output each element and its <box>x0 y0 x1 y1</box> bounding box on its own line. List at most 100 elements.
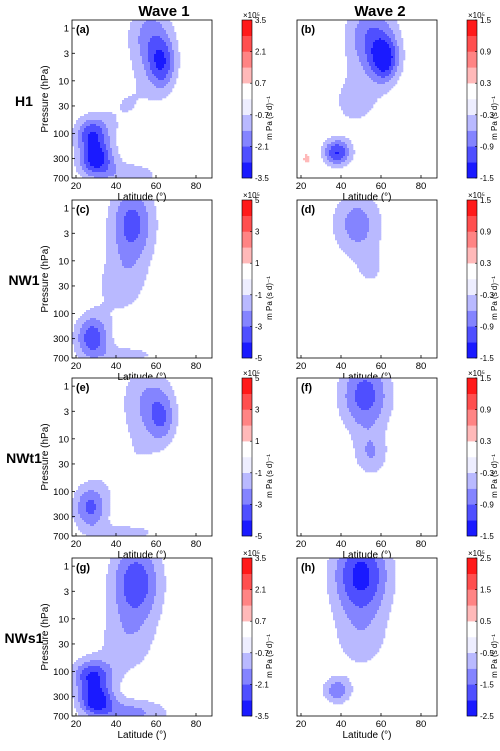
contour-cell <box>80 116 82 118</box>
contour-cell <box>134 30 136 32</box>
contour-cell <box>132 24 134 26</box>
contour-cell <box>381 94 383 96</box>
contour-cell <box>98 172 100 174</box>
contour-cell <box>146 208 148 210</box>
contour-cell <box>92 310 94 312</box>
contour-cell <box>74 336 76 338</box>
contour-cell <box>112 118 114 120</box>
contour-cell <box>359 112 361 114</box>
contour-cell <box>110 148 112 150</box>
contour-cell <box>132 234 134 236</box>
contour-cell <box>397 44 399 46</box>
contour-cell <box>154 32 156 34</box>
contour-cell <box>353 86 355 88</box>
contour-cell <box>347 40 349 42</box>
contour-cell <box>80 138 82 140</box>
contour-cell <box>168 40 170 42</box>
contour-cell <box>80 140 82 142</box>
contour-cell <box>132 300 134 302</box>
contour-cell <box>381 76 383 78</box>
contour-cell <box>136 168 138 170</box>
contour-cell <box>142 234 144 236</box>
contour-cell <box>104 168 106 170</box>
contour-cell <box>96 340 98 342</box>
contour-cell <box>76 338 78 340</box>
contour-cell <box>108 236 110 238</box>
contour-cell <box>130 246 132 248</box>
contour-cell <box>126 104 128 106</box>
contour-cell <box>150 242 152 244</box>
x-tick-label: 20 <box>71 361 82 372</box>
contour-cell <box>160 84 162 86</box>
contour-cell <box>381 80 383 82</box>
contour-cell <box>377 62 379 64</box>
contour-cell <box>134 60 136 62</box>
contour-cell <box>134 216 136 218</box>
contour-cell <box>122 164 124 166</box>
contour-cell <box>132 288 134 290</box>
contour-cell <box>150 72 152 74</box>
contour-cell <box>108 124 110 126</box>
contour-cell <box>160 64 162 66</box>
contour-cell <box>132 106 134 108</box>
contour-cell <box>118 252 120 254</box>
contour-cell <box>134 226 136 228</box>
contour-cell <box>86 312 88 314</box>
contour-cell <box>160 40 162 42</box>
contour-cell <box>158 84 160 86</box>
contour-cell <box>134 64 136 66</box>
contour-cell <box>365 26 367 28</box>
contour-cell <box>381 24 383 26</box>
contour-cell <box>134 280 136 282</box>
contour-cell <box>353 110 355 112</box>
contour-cell <box>375 98 377 100</box>
contour-cell <box>152 68 154 70</box>
contour-cell <box>148 258 150 260</box>
contour-cell <box>142 256 144 258</box>
contour-cell <box>94 330 96 332</box>
contour-cell <box>82 156 84 158</box>
contour-cell <box>96 350 98 352</box>
contour-cell <box>349 44 351 46</box>
contour-cell <box>94 138 96 140</box>
contour-cell <box>341 138 343 140</box>
contour-cell <box>124 108 126 110</box>
contour-cell <box>116 154 118 156</box>
contour-cell <box>98 162 100 164</box>
contour-cell <box>168 88 170 90</box>
contour-cell <box>373 50 375 52</box>
contour-cell <box>106 288 108 290</box>
contour-cell <box>166 90 168 92</box>
contour-cell <box>130 222 132 224</box>
contour-cell <box>128 218 130 220</box>
contour-cell <box>391 40 393 42</box>
contour-cell <box>381 34 383 36</box>
contour-cell <box>174 42 176 44</box>
contour-cell <box>387 34 389 36</box>
contour-cell <box>114 226 116 228</box>
contour-cell <box>110 114 112 116</box>
contour-cell <box>112 116 114 118</box>
contour-cell <box>345 90 347 92</box>
contour-cell <box>132 252 134 254</box>
contour-cell <box>104 118 106 120</box>
contour-cell <box>136 204 138 206</box>
contour-cell <box>156 24 158 26</box>
contour-cell <box>132 264 134 266</box>
contour-cell <box>136 238 138 240</box>
contour-cell <box>112 256 114 258</box>
contour-cell <box>144 46 146 48</box>
contour-cell <box>90 316 92 318</box>
contour-cell <box>92 344 94 346</box>
contour-cell <box>84 314 86 316</box>
contour-cell <box>152 96 154 98</box>
contour-cell <box>391 76 393 78</box>
contour-cell <box>94 158 96 160</box>
contour-cell <box>154 30 156 32</box>
contour-cell <box>82 126 84 128</box>
contour-cell <box>84 348 86 350</box>
contour-cell <box>110 122 112 124</box>
contour-cell <box>78 150 80 152</box>
contour-cell <box>138 32 140 34</box>
contour-cell <box>150 240 152 242</box>
